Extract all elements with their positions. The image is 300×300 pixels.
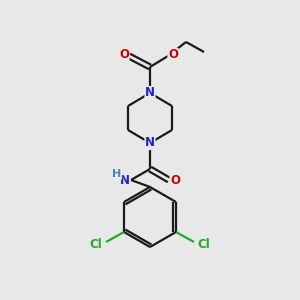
Text: N: N <box>120 173 130 187</box>
Text: N: N <box>145 136 155 149</box>
Text: O: O <box>119 49 129 62</box>
Text: N: N <box>145 86 155 100</box>
Text: O: O <box>170 175 180 188</box>
Text: Cl: Cl <box>198 238 210 250</box>
Text: H: H <box>112 169 122 179</box>
Text: Cl: Cl <box>90 238 102 250</box>
Text: O: O <box>168 49 178 62</box>
